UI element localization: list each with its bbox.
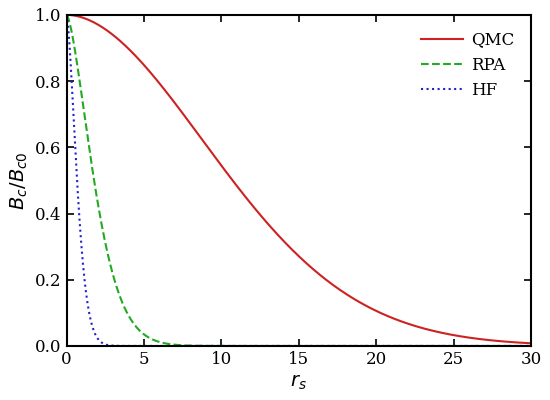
RPA [528,344,535,348]
RPA [261,344,268,348]
X-axis label: $r_s$: $r_s$ [290,373,307,392]
RPA [519,344,525,348]
QMC [469,336,475,340]
HF [261,344,268,348]
QMC [241,194,248,198]
Line: HF: HF [67,15,531,346]
HF [241,344,248,348]
HF [528,344,535,348]
HF [469,344,475,348]
QMC [144,66,150,71]
Line: QMC: QMC [67,15,531,343]
QMC [528,341,535,346]
Y-axis label: $B_c/B_{c0}$: $B_c/B_{c0}$ [8,151,30,210]
QMC [63,12,70,17]
QMC [519,340,525,345]
HF [116,344,123,348]
RPA [63,12,70,17]
HF [63,12,70,17]
RPA [144,334,150,339]
RPA [116,293,123,298]
Line: RPA: RPA [67,15,531,346]
RPA [241,344,248,348]
RPA [469,344,475,348]
HF [144,344,150,348]
QMC [116,38,123,43]
HF [519,344,525,348]
Legend: QMC, RPA, HF: QMC, RPA, HF [413,23,522,108]
QMC [261,218,268,223]
